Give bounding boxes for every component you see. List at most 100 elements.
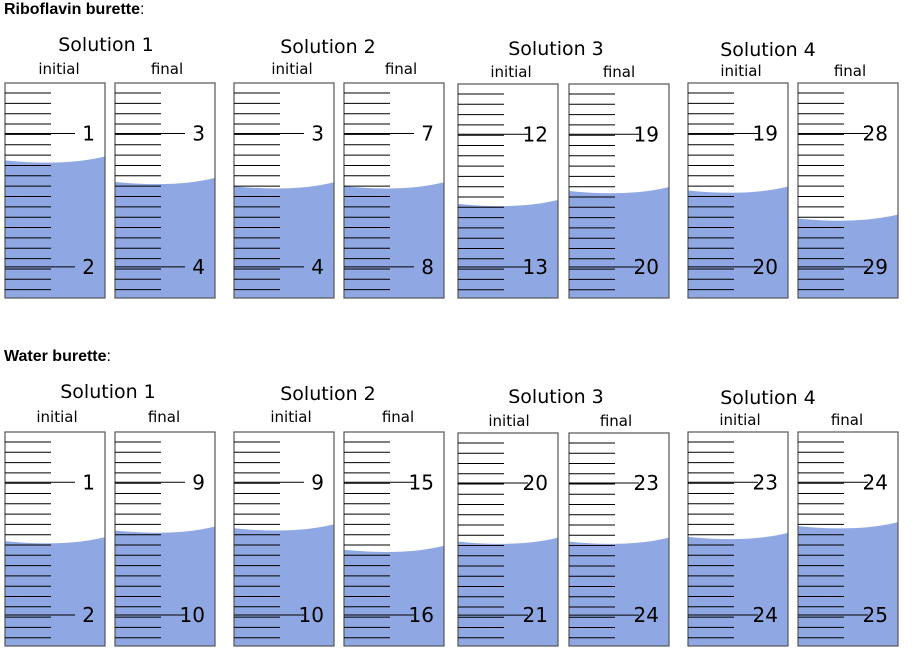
water-s1-initial-lower-label: 2 <box>82 603 95 627</box>
water-s4-final-label: final <box>830 411 864 429</box>
water-s2-final-upper-label: 15 <box>409 470 434 494</box>
water-s1-final-burette: 9 10 <box>114 431 216 647</box>
riboflavin-s3-initial-lower-label: 13 <box>523 255 548 279</box>
riboflavin-s3-final-liquid <box>569 187 669 298</box>
water-s4-final-lower-label: 25 <box>863 603 888 627</box>
riboflavin-s1-final-burette: 34 <box>114 82 216 299</box>
water-s1-final-upper-label: 9 <box>192 470 205 494</box>
riboflavin-solution-2-title: Solution 2 <box>280 36 376 58</box>
water-s4-initial-lower-label: 24 <box>753 603 778 627</box>
riboflavin-section-label: Riboflavin burette: <box>4 1 145 18</box>
water-solution-1-title: Solution 1 <box>60 381 156 403</box>
riboflavin-s1-final-liquid <box>115 177 215 298</box>
riboflavin-solution-1-title: Solution 1 <box>58 34 154 56</box>
riboflavin-s3-initial-liquid <box>458 199 558 298</box>
water-s1-initial-liquid <box>5 537 105 646</box>
water-s1-initial-label: initial <box>36 408 78 426</box>
riboflavin-s4-final-label: final <box>833 62 867 80</box>
water-s4-initial-upper-label: 23 <box>753 470 778 494</box>
water-s4-final-burette: 24 25 <box>797 431 899 647</box>
water-s4-initial-burette: 23 24 <box>687 431 789 647</box>
water-solution-3-title: Solution 3 <box>508 386 604 408</box>
riboflavin-s2-final-outline <box>343 82 445 299</box>
riboflavin-s4-initial-outline <box>687 82 789 299</box>
water-s3-initial-liquid <box>458 537 558 646</box>
riboflavin-s3-final-label: final <box>602 63 636 81</box>
water-s2-final-label: final <box>381 408 415 426</box>
riboflavin-s1-initial-label: initial <box>38 60 80 78</box>
water-s3-initial-lower-label: 21 <box>523 603 548 627</box>
riboflavin-s1-final-lower-label: 4 <box>192 255 205 279</box>
riboflavin-s4-initial-label: initial <box>720 62 762 80</box>
riboflavin-s1-initial-outline <box>4 82 106 299</box>
water-s2-initial-upper-label: 9 <box>311 470 324 494</box>
riboflavin-s4-initial-liquid <box>688 186 788 298</box>
riboflavin-s3-initial-label: initial <box>490 63 532 81</box>
water-s4-initial-label: initial <box>719 411 761 429</box>
riboflavin-s2-initial-liquid <box>234 182 334 298</box>
riboflavin-s4-final-lower-label: 29 <box>863 255 888 279</box>
water-s3-initial-upper-label: 20 <box>523 471 548 495</box>
riboflavin-s1-initial-lower-label: 2 <box>82 255 95 279</box>
riboflavin-solution-3-title: Solution 3 <box>508 38 604 60</box>
water-solution-2-title: Solution 2 <box>280 383 376 405</box>
water-s3-initial-label: initial <box>488 412 530 430</box>
riboflavin-s1-final-label: final <box>150 60 184 78</box>
water-s3-final-burette: 23 24 <box>568 432 670 647</box>
riboflavin-s3-final-outline <box>568 83 670 299</box>
water-s1-final-lower-label: 10 <box>180 603 205 627</box>
water-s4-final-upper-label: 24 <box>863 470 888 494</box>
riboflavin-s1-initial-liquid <box>5 156 105 298</box>
water-s3-final-label: final <box>599 412 633 430</box>
riboflavin-s4-initial-lower-label: 20 <box>753 255 778 279</box>
water-s3-final-lower-label: 24 <box>634 603 659 627</box>
riboflavin-s1-final-outline <box>114 82 216 299</box>
water-s2-final-outline <box>343 431 445 647</box>
riboflavin-s4-final-liquid <box>798 214 898 298</box>
riboflavin-s2-initial-label: initial <box>271 60 313 78</box>
riboflavin-s1-final-upper-label: 3 <box>192 122 205 146</box>
riboflavin-s4-initial-upper-label: 19 <box>753 122 778 146</box>
riboflavin-s1-initial-upper-label: 1 <box>82 122 95 146</box>
water-s2-initial-label: initial <box>270 408 312 426</box>
riboflavin-s4-final-upper-label: 28 <box>863 122 888 146</box>
riboflavin-s4-final-burette: 28 29 <box>797 82 899 299</box>
water-s3-final-outline <box>568 432 670 647</box>
riboflavin-s2-final-label: final <box>384 60 418 78</box>
water-s1-final-label: final <box>147 408 181 426</box>
water-s1-initial-outline <box>4 431 106 647</box>
water-s1-final-outline <box>114 431 216 647</box>
water-s3-final-upper-label: 23 <box>634 471 659 495</box>
water-s3-initial-outline <box>457 432 559 647</box>
water-s2-final-lower-label: 16 <box>409 603 434 627</box>
water-s4-final-outline <box>797 431 899 647</box>
water-s4-initial-outline <box>687 431 789 647</box>
riboflavin-s4-final-outline <box>797 82 899 299</box>
water-s2-initial-burette: 9 10 <box>233 431 335 647</box>
water-s1-final-liquid <box>115 526 215 646</box>
water-s2-initial-outline <box>233 431 335 647</box>
water-s2-initial-lower-label: 10 <box>299 603 324 627</box>
water-s2-initial-liquid <box>234 524 334 646</box>
water-s1-initial-burette: 12 <box>4 431 106 647</box>
water-section-label: Water burette: <box>4 348 111 365</box>
water-solution-4-title: Solution 4 <box>720 387 816 409</box>
water-s3-final-liquid <box>569 537 669 646</box>
riboflavin-s3-final-upper-label: 19 <box>634 122 659 146</box>
riboflavin-solution-4-title: Solution 4 <box>720 39 816 61</box>
riboflavin-s2-final-burette: 78 <box>343 82 445 299</box>
riboflavin-s1-initial-burette: 12 <box>4 82 106 299</box>
riboflavin-s2-initial-outline <box>233 82 335 299</box>
riboflavin-s3-initial-outline <box>457 83 559 299</box>
riboflavin-s2-initial-burette: 34 <box>233 82 335 299</box>
riboflavin-s2-initial-upper-label: 3 <box>311 122 324 146</box>
riboflavin-s2-final-upper-label: 7 <box>421 122 434 146</box>
water-s2-final-liquid <box>344 545 444 646</box>
riboflavin-s2-initial-lower-label: 4 <box>311 255 324 279</box>
riboflavin-s2-final-lower-label: 8 <box>421 255 434 279</box>
